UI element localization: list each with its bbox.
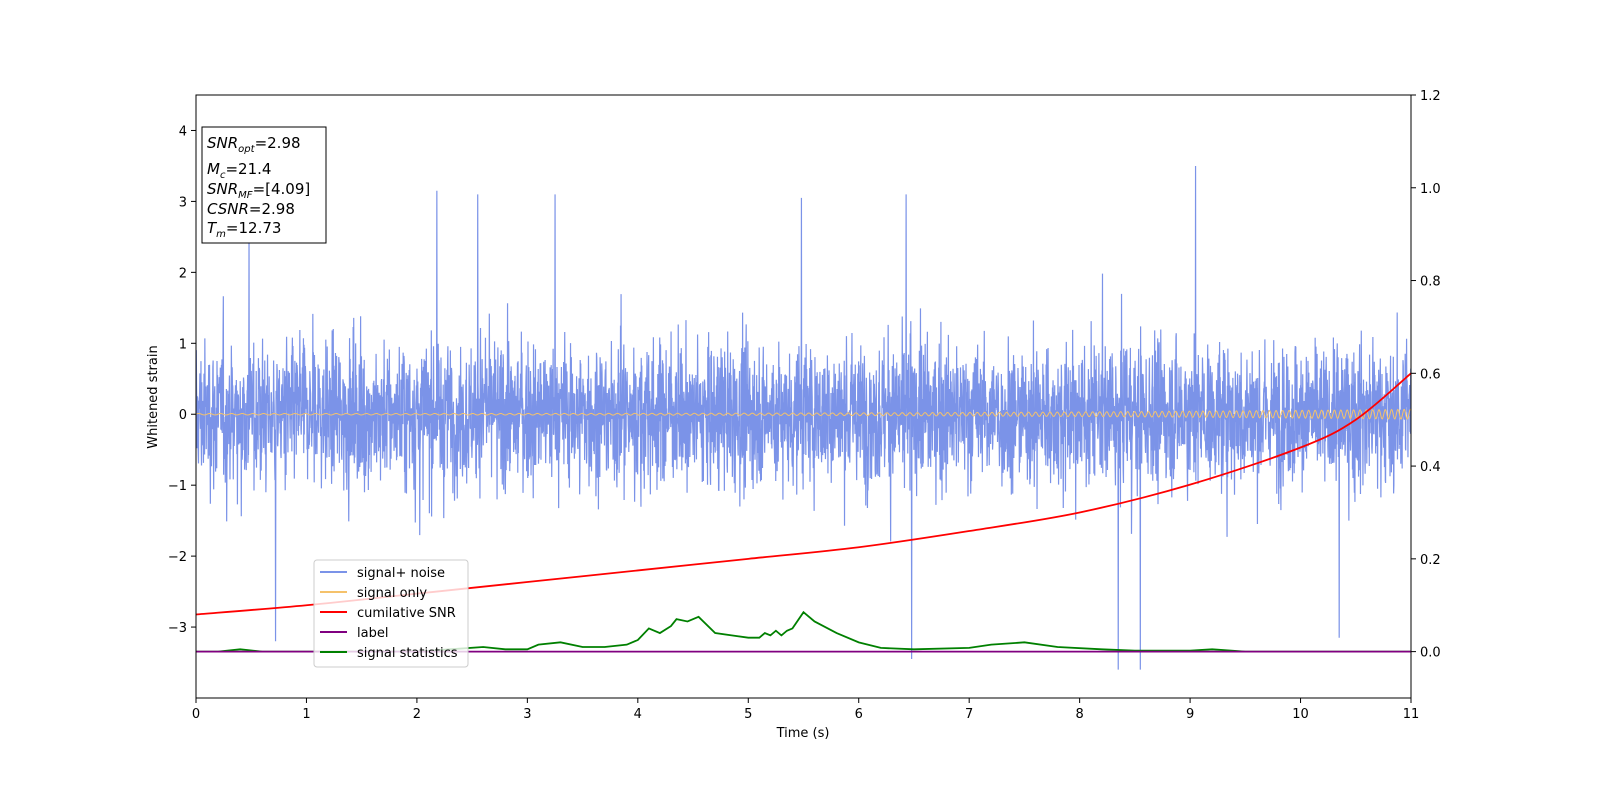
series-signal-noise: [196, 165, 1411, 670]
legend-label-cumulative-snr: cumilative SNR: [357, 606, 456, 621]
x-tick-label: 1: [302, 707, 310, 722]
y-tick-label: −2: [168, 550, 187, 565]
annotation-mc: Mc=21.4: [207, 160, 271, 181]
y2-tick-label: 1.2: [1420, 89, 1441, 104]
y2-tick-label: 0.2: [1420, 553, 1441, 568]
y2-tick-label: 0.6: [1420, 367, 1441, 382]
x-tick-label: 6: [855, 707, 863, 722]
y-tick-label: 3: [179, 195, 187, 210]
y2-tick-label: 0.4: [1420, 460, 1441, 475]
x-tick-label: 4: [634, 707, 642, 722]
legend-item-signal-noise: signal+ noise: [320, 566, 445, 581]
x-tick-label: 7: [965, 707, 973, 722]
annotation-frame: [201, 126, 327, 244]
legend-label-signal-only: signal only: [357, 586, 427, 601]
x-tick-label: 0: [192, 707, 200, 722]
legend-item-signal-only: signal only: [320, 586, 427, 601]
legend-item-cumulative-snr: cumilative SNR: [320, 606, 456, 621]
y-tick-label: −3: [168, 621, 187, 636]
y-axis-label: Whitened strain: [146, 345, 161, 448]
legend-frame: [313, 559, 469, 668]
series-signal-only: [196, 408, 1411, 420]
y-tick-label: 0: [179, 408, 187, 423]
annotation-csnr: CSNR=2.98: [207, 200, 295, 218]
x-axis-ticks: 0 1 2 3 4 5 6 7 8 9 10 11: [192, 698, 1419, 722]
legend-label-signal-noise: signal+ noise: [357, 566, 445, 581]
y2-tick-label: 0.0: [1420, 646, 1441, 661]
plot-frame: [195, 94, 1412, 699]
y-axis-ticks: −3 −2 −1 0 1 2 3 4: [168, 124, 196, 636]
series-signal-statistics: [196, 610, 1411, 653]
y-tick-label: −1: [168, 479, 187, 494]
x-tick-label: 8: [1075, 707, 1083, 722]
x-axis-label: Time (s): [776, 726, 830, 741]
y-tick-label: 2: [179, 266, 187, 281]
annotation-snr-mf: SNRMF=[4.09]: [207, 180, 310, 201]
x-tick-label: 11: [1403, 707, 1420, 722]
x-tick-label: 3: [523, 707, 531, 722]
legend-item-label: label: [320, 626, 388, 641]
legend: signal+ noise signal only cumilative SNR…: [313, 559, 469, 668]
y2-tick-label: 1.0: [1420, 182, 1441, 197]
y2-axis-ticks: 0.0 0.2 0.4 0.6 0.8 1.0 1.2: [1411, 89, 1441, 661]
legend-label-label: label: [357, 626, 388, 641]
y2-tick-label: 0.8: [1420, 275, 1441, 290]
y-tick-label: 4: [179, 124, 187, 139]
x-tick-label: 10: [1292, 707, 1309, 722]
y-tick-label: 1: [179, 337, 187, 352]
annotation-tm: Tm=12.73: [207, 219, 281, 240]
legend-item-signal-statistics: signal statistics: [320, 646, 458, 661]
x-tick-label: 5: [744, 707, 752, 722]
annotation-snr-opt: SNRopt=2.98: [207, 134, 301, 155]
x-tick-label: 9: [1186, 707, 1194, 722]
x-tick-label: 2: [413, 707, 421, 722]
annotation-box: SNRopt=2.98 Mc=21.4 SNRMF=[4.09] CSNR=2.…: [201, 126, 327, 244]
legend-label-signal-statistics: signal statistics: [357, 646, 458, 661]
